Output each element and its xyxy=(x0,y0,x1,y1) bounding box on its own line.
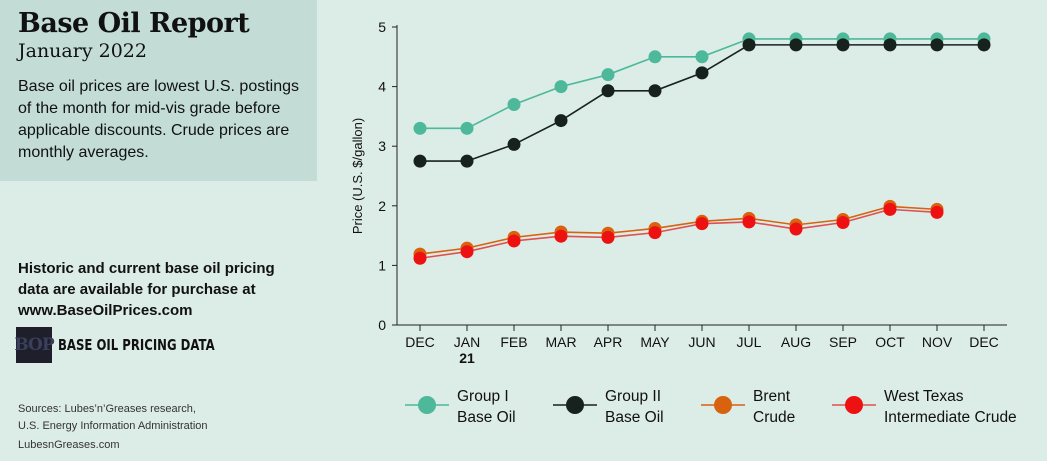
legend-label: Base Oil xyxy=(605,409,664,426)
data-point xyxy=(695,217,709,231)
page-subtitle: January 2022 xyxy=(18,40,147,62)
legend-label: Base Oil xyxy=(457,409,516,426)
data-point xyxy=(460,154,474,168)
data-point xyxy=(507,234,521,248)
data-point xyxy=(648,226,662,240)
x-tick-label: MAR xyxy=(545,334,576,350)
data-point xyxy=(601,68,615,82)
data-point xyxy=(695,50,709,64)
bop-label: BASE OIL PRICING DATA xyxy=(58,336,215,354)
sources-line-2: U.S. Energy Information Administration xyxy=(18,420,208,432)
website-link[interactable]: LubesnGreases.com xyxy=(18,439,120,451)
data-point xyxy=(742,38,756,52)
x-tick-label: JUL xyxy=(737,334,762,350)
data-point xyxy=(460,121,474,135)
sources-line-1: Sources: Lubes’n’Greases research, xyxy=(18,403,196,415)
data-point xyxy=(695,66,709,80)
legend-label: Crude xyxy=(753,409,795,426)
info-box xyxy=(0,0,317,181)
x-tick-label: OCT xyxy=(875,334,905,350)
legend-marker xyxy=(714,396,732,414)
promo-url[interactable]: www.BaseOilPrices.com xyxy=(18,302,193,319)
series-line xyxy=(419,205,938,255)
description: Base oil prices are lowest U.S. postings… xyxy=(18,78,300,161)
data-point xyxy=(554,114,568,128)
bop-brand: BOP BASE OIL PRICING DATA xyxy=(14,327,259,363)
data-point xyxy=(507,97,521,111)
data-point xyxy=(648,50,662,64)
promo-text: Historic and current base oil pricing da… xyxy=(18,258,278,321)
legend-label: Group I xyxy=(457,388,509,405)
data-point xyxy=(836,38,850,52)
y-tick-label: 1 xyxy=(378,257,386,273)
data-point xyxy=(413,154,427,168)
y-tick-label: 4 xyxy=(378,79,386,95)
data-point xyxy=(554,229,568,243)
x-tick-label: FEB xyxy=(500,334,527,350)
y-axis-label: Price (U.S. $/gallon) xyxy=(350,118,365,234)
data-point xyxy=(413,121,427,135)
x-tick-label: AUG xyxy=(781,334,811,350)
y-tick-label: 5 xyxy=(378,19,386,35)
x-tick-label: DEC xyxy=(405,334,435,350)
legend-marker xyxy=(566,396,584,414)
bop-logo: BOP xyxy=(14,327,55,363)
data-point xyxy=(648,84,662,98)
data-point xyxy=(742,215,756,229)
x-tick-label: NOV xyxy=(922,334,953,350)
data-point xyxy=(977,38,991,52)
legend-label: Group II xyxy=(605,388,661,405)
data-point xyxy=(789,38,803,52)
data-point xyxy=(460,245,474,259)
promo-body: Historic and current base oil pricing da… xyxy=(18,260,275,298)
series-line xyxy=(419,208,938,260)
x-tick-label: DEC xyxy=(969,334,999,350)
data-point xyxy=(883,202,897,216)
legend-marker xyxy=(418,396,436,414)
data-point xyxy=(930,38,944,52)
legend-label: Intermediate Crude xyxy=(884,409,1017,426)
x-tick-label: JUN xyxy=(688,334,715,350)
data-point xyxy=(883,38,897,52)
sources: Sources: Lubes’n’Greases research, U.S. … xyxy=(18,401,278,435)
legend-label: Brent xyxy=(753,388,791,405)
data-point xyxy=(601,84,615,98)
data-point xyxy=(507,137,521,151)
data-point xyxy=(413,251,427,265)
legend-label: West Texas xyxy=(884,388,964,405)
data-point xyxy=(554,80,568,94)
x-tick-label: APR xyxy=(594,334,623,350)
data-point xyxy=(930,205,944,219)
x-year-label: 21 xyxy=(459,350,475,366)
y-tick-label: 3 xyxy=(378,138,386,154)
data-point xyxy=(601,230,615,244)
data-point xyxy=(789,222,803,236)
page-title: Base Oil Report xyxy=(18,8,250,39)
x-tick-label: SEP xyxy=(829,334,857,350)
data-point xyxy=(836,215,850,229)
x-tick-label: MAY xyxy=(640,334,670,350)
y-tick-label: 0 xyxy=(378,317,386,333)
legend-marker xyxy=(845,396,863,414)
y-tick-label: 2 xyxy=(378,198,386,214)
x-tick-label: JAN xyxy=(454,334,480,350)
